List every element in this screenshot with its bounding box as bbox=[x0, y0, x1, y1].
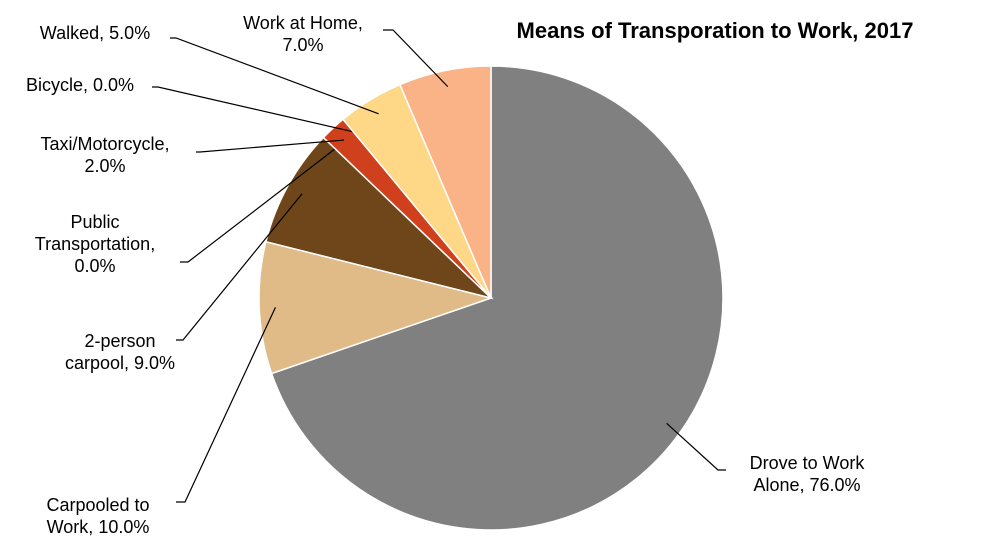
pie-slice bbox=[258, 240, 494, 375]
category-name: Taxi/Motorcycle bbox=[40, 134, 165, 154]
category-name: Public Transportation bbox=[34, 212, 151, 254]
category-name: 2-person carpool bbox=[64, 331, 156, 373]
category-name: Drove to Work Alone bbox=[749, 453, 865, 495]
label-separator: , bbox=[799, 475, 810, 495]
data-label: 2-person carpool, 9.0% bbox=[56, 330, 184, 374]
data-label: Walked, 5.0% bbox=[0, 22, 195, 44]
label-separator: , bbox=[357, 13, 368, 33]
category-name: Work at Home bbox=[243, 13, 358, 33]
data-label: Taxi/Motorcycle, 2.0% bbox=[30, 133, 180, 177]
value-label: 0.0% bbox=[93, 75, 135, 95]
leader-line bbox=[176, 193, 303, 341]
pie-slice bbox=[398, 65, 492, 299]
leader-line bbox=[666, 422, 726, 471]
data-label: Drove to Work Alone, 76.0% bbox=[740, 452, 875, 496]
value-label: 9.0% bbox=[134, 353, 176, 373]
label-separator: , bbox=[82, 75, 93, 95]
leader-line bbox=[196, 139, 345, 153]
leader-line bbox=[152, 86, 354, 133]
data-label: Public Transportation, 0.0% bbox=[20, 211, 170, 277]
category-name: Carpooled to Work bbox=[46, 495, 150, 537]
label-separator: , bbox=[99, 23, 110, 43]
value-label: 76.0% bbox=[809, 475, 861, 495]
category-name: Bicycle bbox=[25, 75, 83, 95]
leader-line bbox=[176, 307, 276, 503]
category-name: Walked bbox=[39, 23, 100, 43]
leader-line bbox=[383, 29, 449, 88]
leader-line bbox=[170, 37, 379, 115]
data-label: Bicycle, 0.0% bbox=[0, 74, 180, 96]
value-label: 10.0% bbox=[98, 517, 150, 537]
value-label: 7.0% bbox=[282, 35, 324, 55]
pie-slice bbox=[270, 65, 724, 531]
chart-title: Means of Transporation to Work, 2017 bbox=[516, 18, 914, 43]
label-separator: , bbox=[150, 234, 161, 254]
data-label: Work at Home, 7.0% bbox=[236, 12, 371, 56]
leader-line bbox=[180, 148, 336, 263]
data-label: Carpooled to Work, 10.0% bbox=[39, 494, 157, 538]
value-label: 2.0% bbox=[84, 156, 126, 176]
value-label: 0.0% bbox=[74, 256, 116, 276]
label-separator: , bbox=[124, 353, 135, 373]
value-label: 5.0% bbox=[109, 23, 151, 43]
label-separator: , bbox=[164, 134, 175, 154]
label-separator: , bbox=[88, 517, 99, 537]
